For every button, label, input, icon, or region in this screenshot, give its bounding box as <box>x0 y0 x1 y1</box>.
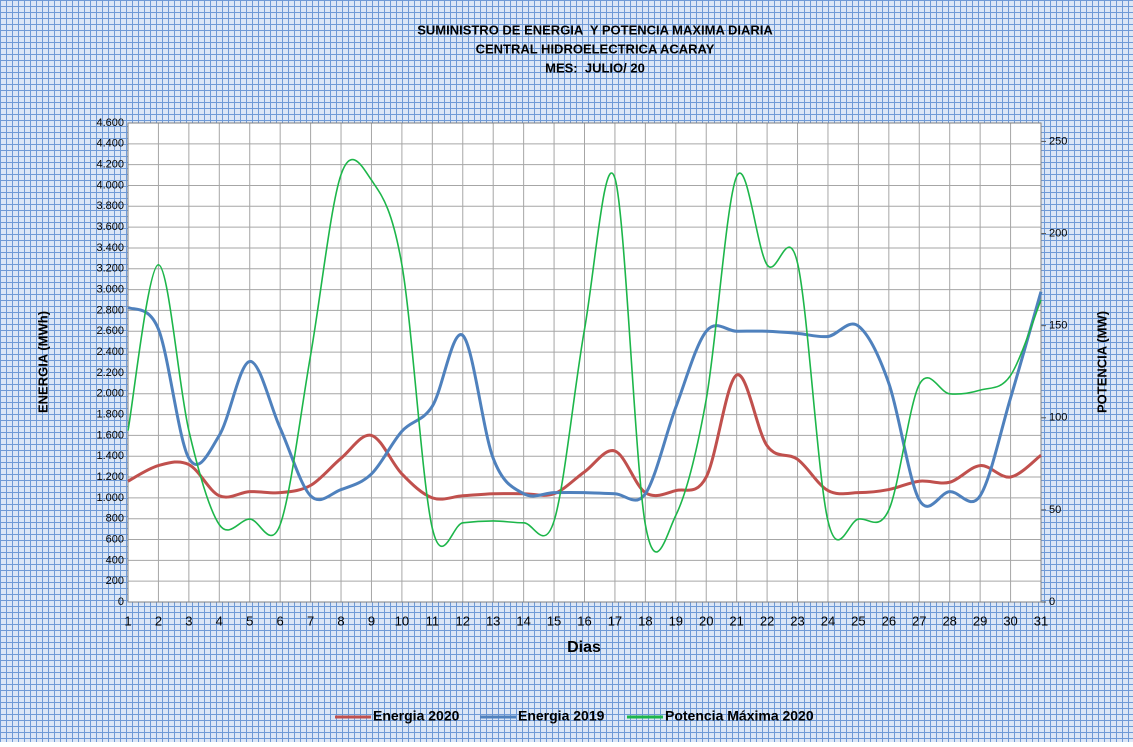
legend-label: Potencia Máxima 2020 <box>665 708 814 724</box>
x-tick-label: 23 <box>790 613 804 628</box>
x-tick-label: 31 <box>1034 613 1048 628</box>
legend-label: Energia 2019 <box>518 708 605 724</box>
y-tick-label: 1.200 <box>96 471 124 483</box>
y-tick-label: 400 <box>106 554 124 566</box>
y-tick-label: 1.800 <box>96 408 124 420</box>
x-axis-label: Dias <box>567 639 601 656</box>
title: CENTRAL HIDROELECTRICA ACARAY <box>476 41 715 56</box>
y-tick-label: 3.200 <box>96 263 124 275</box>
x-tick-label: 24 <box>821 613 835 628</box>
y-tick-label: 1.000 <box>96 492 124 504</box>
x-tick-label: 17 <box>608 613 622 628</box>
y-axis-label: ENERGIA (MWh) <box>35 311 50 413</box>
x-tick-label: 12 <box>456 613 470 628</box>
plot-border <box>127 122 1042 603</box>
x-tick-label: 9 <box>368 613 375 628</box>
x-tick-label: 8 <box>337 613 344 628</box>
y-tick-label: 2.200 <box>96 367 124 379</box>
series-line <box>127 373 1042 501</box>
x-tick-label: 15 <box>547 613 561 628</box>
x-tick-label: 14 <box>516 613 530 628</box>
y2-tick-label: 0 <box>1049 596 1055 608</box>
x-tick-label: 13 <box>486 613 500 628</box>
y2-tick-label: 200 <box>1049 227 1067 239</box>
x-tick-label: 26 <box>882 613 896 628</box>
x-tick-label: 10 <box>395 613 409 628</box>
x-tick-label: 4 <box>216 613 223 628</box>
x-tick-label: 6 <box>277 613 284 628</box>
x-tick-label: 1 <box>124 613 131 628</box>
y-tick-label: 1.600 <box>96 429 124 441</box>
y-tick-label: 3.000 <box>96 284 124 296</box>
title: SUMINISTRO DE ENERGIA Y POTENCIA MAXIMA … <box>417 22 773 37</box>
series-line <box>127 158 1042 553</box>
y-tick-label: 2.600 <box>96 325 124 337</box>
x-tick-label: 30 <box>1003 613 1017 628</box>
x-tick-label: 5 <box>246 613 253 628</box>
y2-axis-label: POTENCIA (MW) <box>1094 311 1109 413</box>
x-tick-label: 28 <box>942 613 956 628</box>
y2-tick-label: 50 <box>1049 504 1061 516</box>
y-tick-label: 4.600 <box>96 117 124 129</box>
y-tick-label: 200 <box>106 575 124 587</box>
title: MES: JULIO/ 20 <box>545 60 645 75</box>
x-tick-label: 21 <box>729 613 743 628</box>
legend-label: Energia 2020 <box>373 708 460 724</box>
y2-tick-label: 100 <box>1049 412 1067 424</box>
y-tick-label: 2.000 <box>96 388 124 400</box>
x-tick-label: 3 <box>185 613 192 628</box>
x-tick-label: 11 <box>426 613 440 628</box>
y-tick-label: 600 <box>106 533 124 545</box>
y-tick-label: 4.000 <box>96 179 124 191</box>
y-tick-label: 1.400 <box>96 450 124 462</box>
x-tick-label: 20 <box>699 613 713 628</box>
y-tick-label: 4.400 <box>96 138 124 150</box>
y-tick-label: 0 <box>118 596 124 608</box>
y-tick-label: 2.800 <box>96 304 124 316</box>
x-tick-label: 22 <box>760 613 774 628</box>
y-tick-label: 3.600 <box>96 221 124 233</box>
y-tick-label: 800 <box>106 513 124 525</box>
x-tick-label: 29 <box>973 613 987 628</box>
y-tick-label: 4.200 <box>96 159 124 171</box>
y-tick-label: 3.800 <box>96 200 124 212</box>
y-tick-label: 3.400 <box>96 242 124 254</box>
y-tick-label: 2.400 <box>96 346 124 358</box>
x-tick-label: 2 <box>155 613 162 628</box>
x-tick-label: 25 <box>851 613 865 628</box>
x-tick-label: 27 <box>912 613 926 628</box>
x-tick-label: 18 <box>638 613 652 628</box>
y2-tick-label: 250 <box>1049 135 1067 147</box>
x-tick-label: 16 <box>577 613 591 628</box>
x-tick-label: 19 <box>669 613 683 628</box>
y2-tick-label: 150 <box>1049 320 1067 332</box>
series-line <box>127 291 1043 508</box>
x-tick-label: 7 <box>307 613 314 628</box>
